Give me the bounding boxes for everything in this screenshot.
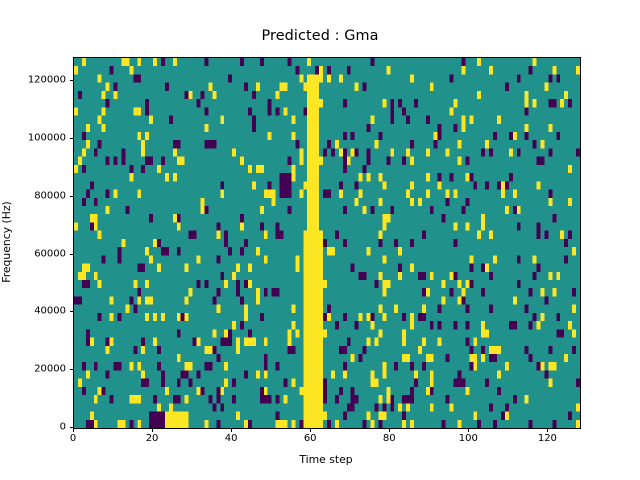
x-tick-label: 40	[224, 433, 238, 444]
heatmap-axes	[73, 57, 581, 429]
x-tick-label: 20	[145, 433, 159, 444]
x-tick	[310, 428, 312, 432]
y-tick	[69, 80, 73, 82]
y-tick	[69, 369, 73, 371]
x-tick	[231, 428, 233, 432]
x-axis-label: Time step	[299, 453, 353, 466]
y-tick-label: 40000	[34, 305, 66, 317]
y-tick	[69, 195, 73, 197]
y-tick-label: 0	[59, 421, 66, 433]
y-tick-label: 60000	[34, 248, 66, 260]
y-tick	[69, 311, 73, 313]
x-tick	[73, 428, 74, 432]
y-tick	[69, 427, 73, 428]
y-tick-label: 100000	[27, 132, 66, 144]
x-tick-label: 100	[458, 433, 478, 444]
y-tick-label: 120000	[27, 74, 66, 86]
x-tick	[152, 428, 154, 432]
x-tick	[547, 428, 549, 432]
x-tick-label: 60	[303, 433, 317, 444]
x-tick-label: 120	[537, 433, 557, 444]
y-tick-label: 80000	[34, 190, 66, 202]
y-tick	[69, 253, 73, 255]
y-tick-label: 20000	[34, 363, 66, 375]
x-tick-label: 0	[69, 433, 77, 444]
y-tick	[69, 137, 73, 139]
x-tick	[389, 428, 391, 432]
chart-title: Predicted : Gma	[261, 28, 379, 44]
y-axis-label: Frequency (Hz)	[0, 201, 13, 283]
x-tick-label: 80	[382, 433, 396, 444]
x-tick	[468, 428, 470, 432]
heatmap-image	[74, 58, 580, 428]
